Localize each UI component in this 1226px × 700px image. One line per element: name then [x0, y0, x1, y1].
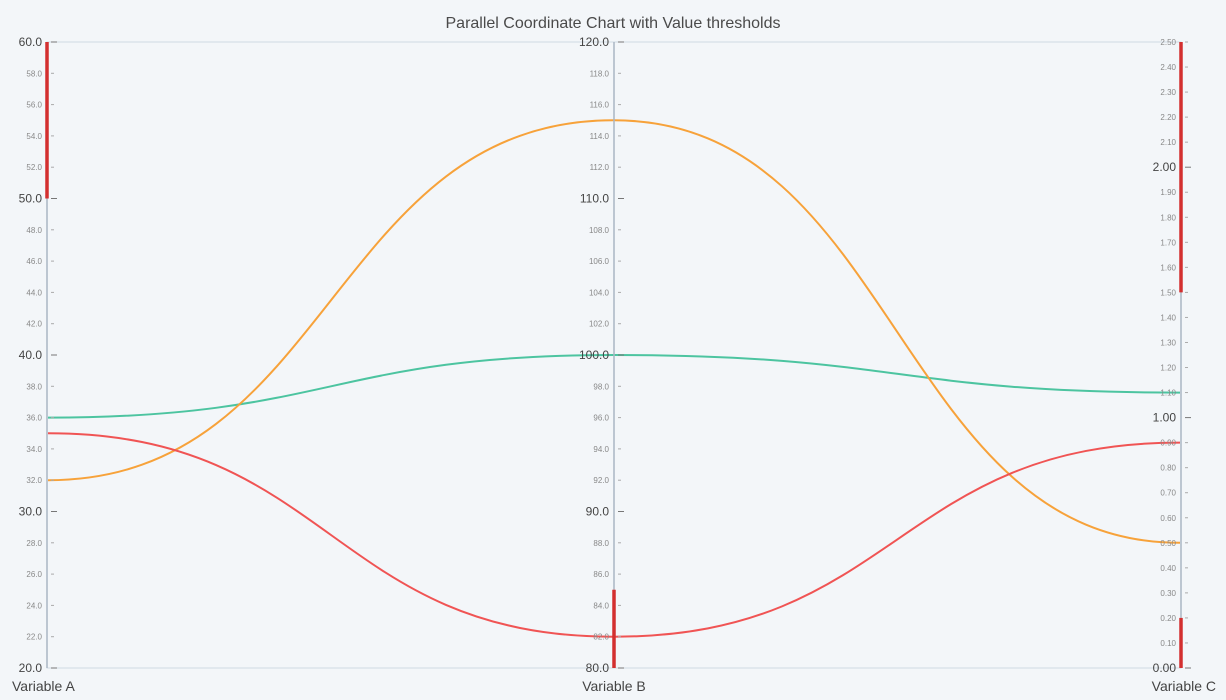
axes: 20.0 22.0 24.0 26.0 28.0 30.0 32.0 34.0 36.0 38.0…	[12, 35, 1216, 694]
tick-label: 120.0	[579, 35, 609, 49]
axis-title: Variable B	[582, 678, 646, 694]
tick-label: 38.0	[26, 382, 42, 391]
tick-label: 40.0	[19, 348, 43, 362]
axis-3: 0.00 0.10 0.20 0.30 0.40 0.50 0.60 0.70 0.80 0.90…	[1152, 38, 1216, 694]
tick-label: 80.0	[586, 661, 610, 675]
tick-label: 0.00	[1153, 661, 1177, 675]
tick-label: 1.60	[1160, 263, 1176, 272]
tick-label: 1.80	[1160, 213, 1176, 222]
tick-label: 2.00	[1153, 160, 1177, 174]
axis-title: Variable A	[12, 678, 75, 694]
tick-label: 84.0	[593, 601, 609, 610]
tick-label: 86.0	[593, 570, 609, 579]
tick-label: 94.0	[593, 445, 609, 454]
tick-label: 0.90	[1160, 439, 1176, 448]
tick-label: 50.0	[19, 192, 43, 206]
tick-label: 44.0	[26, 288, 42, 297]
tick-label: 56.0	[26, 101, 42, 110]
tick-label: 26.0	[26, 570, 42, 579]
tick-label: 116.0	[590, 101, 610, 110]
tick-label: 82.0	[593, 633, 609, 642]
tick-label: 20.0	[19, 661, 43, 675]
chart-title: Parallel Coordinate Chart with Value thr…	[446, 15, 781, 32]
tick-label: 0.60	[1160, 514, 1176, 523]
tick-label: 2.30	[1160, 88, 1176, 97]
tick-label: 106.0	[589, 257, 610, 266]
tick-label: 48.0	[26, 226, 42, 235]
tick-label: 0.10	[1160, 639, 1176, 648]
tick-label: 104.0	[589, 288, 610, 297]
tick-label: 52.0	[26, 163, 42, 172]
tick-label: 2.20	[1160, 113, 1176, 122]
tick-label: 32.0	[26, 476, 42, 485]
tick-label: 34.0	[26, 445, 42, 454]
tick-label: 0.80	[1160, 464, 1176, 473]
tick-label: 110.0	[580, 192, 609, 206]
tick-label: 112.0	[590, 163, 610, 172]
tick-label: 36.0	[26, 414, 42, 423]
tick-label: 96.0	[593, 414, 609, 423]
tick-label: 42.0	[26, 320, 42, 329]
tick-label: 28.0	[26, 539, 42, 548]
tick-label: 58.0	[26, 69, 42, 78]
tick-label: 1.70	[1160, 238, 1176, 247]
tick-label: 102.0	[589, 320, 610, 329]
axis-2: 80.0 82.0 84.0 86.0 88.0 90.0 92.0 94.0 96.0 98.0…	[579, 35, 646, 694]
tick-label: 118.0	[590, 69, 610, 78]
tick-label: 0.40	[1160, 564, 1176, 573]
tick-label: 2.10	[1160, 138, 1176, 147]
tick-label: 1.90	[1160, 188, 1176, 197]
tick-label: 0.30	[1160, 589, 1176, 598]
tick-label: 0.50	[1160, 539, 1176, 548]
axis-title: Variable C	[1152, 678, 1216, 694]
tick-label: 1.30	[1160, 339, 1176, 348]
tick-label: 2.50	[1160, 38, 1176, 47]
tick-label: 1.10	[1160, 389, 1176, 398]
tick-label: 2.40	[1160, 63, 1176, 72]
tick-label: 30.0	[19, 505, 43, 519]
tick-label: 100.0	[579, 348, 609, 362]
tick-label: 22.0	[26, 633, 42, 642]
tick-label: 46.0	[26, 257, 42, 266]
tick-label: 114.0	[590, 132, 610, 141]
tick-label: 54.0	[26, 132, 42, 141]
tick-label: 1.20	[1160, 364, 1176, 373]
axis-1: 20.0 22.0 24.0 26.0 28.0 30.0 32.0 34.0 36.0 38.0…	[12, 35, 75, 694]
tick-label: 88.0	[593, 539, 609, 548]
tick-label: 0.70	[1160, 489, 1176, 498]
tick-label: 1.00	[1153, 411, 1177, 425]
tick-label: 90.0	[586, 505, 610, 519]
tick-label: 92.0	[593, 476, 609, 485]
tick-label: 0.20	[1160, 614, 1176, 623]
tick-label: 1.40	[1160, 313, 1176, 322]
tick-label: 1.50	[1160, 288, 1176, 297]
tick-label: 98.0	[593, 382, 609, 391]
tick-label: 24.0	[26, 601, 42, 610]
tick-label: 60.0	[19, 35, 43, 49]
tick-label: 108.0	[589, 226, 610, 235]
